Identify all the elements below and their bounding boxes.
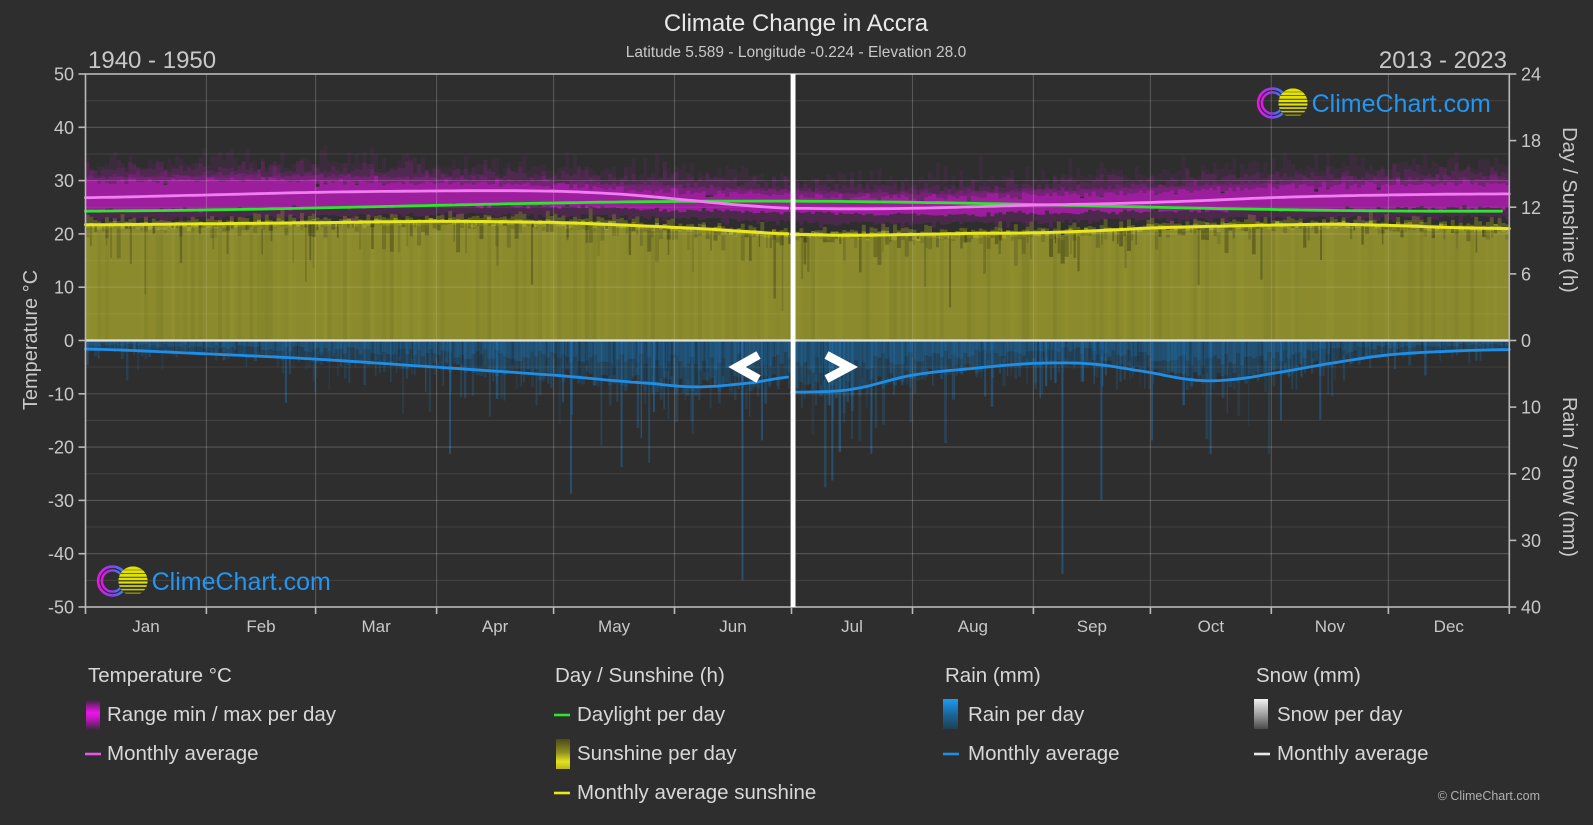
svg-text:Jun: Jun [719, 617, 746, 636]
svg-text:0: 0 [64, 331, 74, 351]
svg-text:Range min / max per day: Range min / max per day [107, 703, 337, 726]
svg-text:Mar: Mar [361, 617, 391, 636]
svg-text:6: 6 [1521, 264, 1531, 284]
svg-text:40: 40 [54, 118, 74, 138]
svg-text:20: 20 [54, 224, 74, 244]
svg-text:12: 12 [1521, 198, 1541, 218]
svg-text:30: 30 [1521, 531, 1541, 551]
svg-text:0: 0 [1521, 331, 1531, 351]
svg-text:Sep: Sep [1077, 617, 1107, 636]
svg-text:ClimeChart.com: ClimeChart.com [152, 568, 331, 596]
svg-text:Day / Sunshine (h): Day / Sunshine (h) [1558, 127, 1580, 293]
svg-text:Oct: Oct [1198, 617, 1225, 636]
svg-text:Day / Sunshine (h): Day / Sunshine (h) [555, 664, 725, 687]
svg-text:Rain per day: Rain per day [968, 703, 1085, 726]
svg-text:1940 - 1950: 1940 - 1950 [88, 47, 216, 74]
svg-text:Monthly average: Monthly average [1277, 742, 1429, 765]
svg-text:Climate Change in Accra: Climate Change in Accra [664, 10, 929, 37]
svg-text:30: 30 [54, 171, 74, 191]
svg-text:Feb: Feb [246, 617, 275, 636]
svg-text:Rain (mm): Rain (mm) [945, 664, 1041, 687]
svg-text:Latitude 5.589 - Longitude -0.: Latitude 5.589 - Longitude -0.224 - Elev… [626, 44, 967, 61]
svg-text:Rain / Snow (mm): Rain / Snow (mm) [1558, 397, 1580, 557]
svg-text:-50: -50 [48, 598, 74, 618]
svg-text:ClimeChart.com: ClimeChart.com [1312, 90, 1491, 118]
svg-text:© ClimeChart.com: © ClimeChart.com [1438, 789, 1540, 803]
svg-text:Monthly average sunshine: Monthly average sunshine [577, 781, 816, 804]
svg-text:Sunshine per day: Sunshine per day [577, 742, 737, 765]
svg-text:Temperature °C: Temperature °C [88, 664, 232, 687]
svg-text:Monthly average: Monthly average [107, 742, 259, 765]
svg-text:20: 20 [1521, 464, 1541, 484]
svg-text:Apr: Apr [482, 617, 509, 636]
svg-text:18: 18 [1521, 131, 1541, 151]
svg-text:Aug: Aug [958, 617, 988, 636]
svg-text:Snow per day: Snow per day [1277, 703, 1403, 726]
svg-text:-30: -30 [48, 491, 74, 511]
svg-text:-20: -20 [48, 438, 74, 458]
svg-text:Temperature °C: Temperature °C [20, 270, 42, 410]
svg-text:10: 10 [1521, 398, 1541, 418]
svg-text:Nov: Nov [1315, 617, 1346, 636]
svg-text:Jul: Jul [841, 617, 863, 636]
svg-text:Dec: Dec [1434, 617, 1465, 636]
svg-text:Snow (mm): Snow (mm) [1256, 664, 1361, 687]
svg-text:-40: -40 [48, 544, 74, 564]
svg-text:-10: -10 [48, 384, 74, 404]
svg-text:Daylight per day: Daylight per day [577, 703, 726, 726]
svg-text:May: May [598, 617, 631, 636]
svg-text:10: 10 [54, 278, 74, 298]
svg-text:50: 50 [54, 65, 74, 85]
svg-text:24: 24 [1521, 65, 1541, 85]
svg-text:40: 40 [1521, 598, 1541, 618]
svg-text:2013 - 2023: 2013 - 2023 [1379, 47, 1507, 74]
svg-text:Jan: Jan [132, 617, 159, 636]
svg-text:Monthly average: Monthly average [968, 742, 1120, 765]
